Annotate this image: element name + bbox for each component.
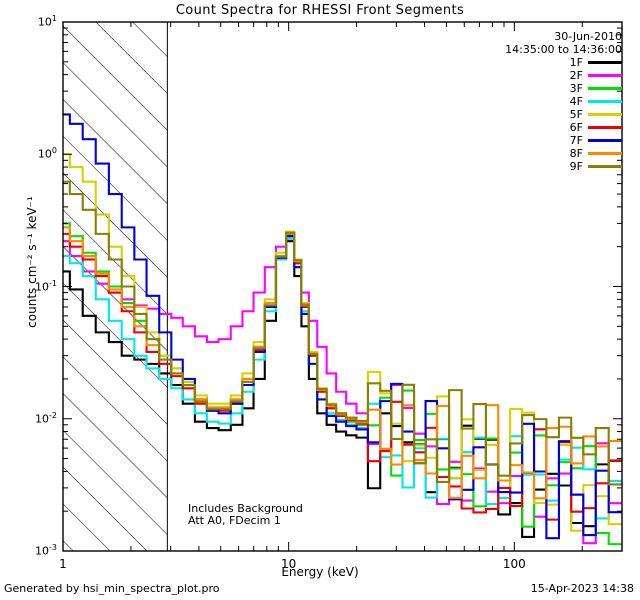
legend-time-range: 14:35:00 to 14:36:00 xyxy=(505,43,622,56)
legend-item-label: 1F xyxy=(569,56,583,69)
y-tick-label: 10-1 xyxy=(11,279,57,294)
legend-item-4f: 4F xyxy=(505,95,622,108)
x-tick-label: 1 xyxy=(59,557,67,571)
legend-item-label: 4F xyxy=(569,95,583,108)
legend-item-label: 7F xyxy=(569,134,583,147)
series-line-9f xyxy=(63,180,622,486)
x-tick-label: 100 xyxy=(502,557,526,571)
y-tick-exponent: -1 xyxy=(49,278,57,288)
legend-item-2f: 2F xyxy=(505,69,622,82)
legend-color-swatch xyxy=(588,61,622,64)
x-axis-label: Energy (keV) xyxy=(281,565,359,579)
legend-item-3f: 3F xyxy=(505,82,622,95)
legend-color-swatch xyxy=(588,165,622,168)
footer-timestamp: 15-Apr-2023 14:38 xyxy=(530,582,634,595)
legend-item-label: 3F xyxy=(569,82,583,95)
y-tick-label: 10-3 xyxy=(11,543,57,558)
legend-color-swatch xyxy=(588,100,622,103)
y-tick-mantissa: 10 xyxy=(37,147,52,161)
legend-item-9f: 9F xyxy=(505,160,622,173)
legend-color-swatch xyxy=(588,113,622,116)
legend-item-label: 9F xyxy=(569,160,583,173)
y-tick-exponent: -3 xyxy=(49,543,57,552)
y-tick-label: 101 xyxy=(11,14,57,29)
y-tick-exponent: -2 xyxy=(49,410,57,420)
legend-item-7f: 7F xyxy=(505,134,622,147)
y-tick-mantissa: 10 xyxy=(35,280,50,294)
y-tick-mantissa: 10 xyxy=(37,15,52,29)
annotation-line-1: Includes Background xyxy=(188,502,303,515)
legend-color-swatch xyxy=(588,152,622,155)
legend-item-label: 5F xyxy=(569,108,583,121)
data-series-group xyxy=(63,113,622,546)
series-line-1f xyxy=(63,240,622,539)
legend-color-swatch xyxy=(588,139,622,142)
annotation-line-2: Att A0, FDecim 1 xyxy=(188,514,281,527)
page-title: Count Spectra for RHESSI Front Segments xyxy=(175,3,465,18)
legend-item-1f: 1F xyxy=(505,56,622,69)
y-tick-mantissa: 10 xyxy=(35,412,50,426)
y-tick-label: 10-2 xyxy=(11,411,57,426)
series-line-4f xyxy=(63,237,622,520)
legend-color-swatch xyxy=(588,74,622,77)
y-axis-label: counts cm⁻² s⁻¹ keV⁻¹ xyxy=(25,196,39,328)
legend-item-6f: 6F xyxy=(505,121,622,134)
legend-color-swatch xyxy=(588,87,622,90)
legend-item-label: 8F xyxy=(569,147,583,160)
legend-item-label: 2F xyxy=(569,69,583,82)
legend-date: 30-Jun-2010 xyxy=(554,30,622,43)
legend-color-swatch xyxy=(588,126,622,129)
legend-item-8f: 8F xyxy=(505,147,622,160)
series-line-2f xyxy=(63,237,622,545)
plot-annotation: Includes Background Att A0, FDecim 1 xyxy=(188,503,303,527)
y-tick-exponent: 1 xyxy=(51,14,57,23)
y-tick-exponent: 0 xyxy=(51,146,57,156)
footer-generator: Generated by hsi_min_spectra_plot.pro xyxy=(4,582,220,595)
legend-entries: 1F 2F 3F 4F 5F 6F 7F 8F 9F xyxy=(505,56,622,173)
legend: 30-Jun-2010 14:35:00 to 14:36:00 1F 2F 3F 4… xyxy=(505,30,622,173)
y-tick-label: 100 xyxy=(11,146,57,161)
x-tick-label: 10 xyxy=(281,557,297,571)
series-line-7f xyxy=(63,113,622,540)
legend-item-5f: 5F xyxy=(505,108,622,121)
y-tick-mantissa: 10 xyxy=(35,544,50,558)
legend-item-label: 6F xyxy=(569,121,583,134)
